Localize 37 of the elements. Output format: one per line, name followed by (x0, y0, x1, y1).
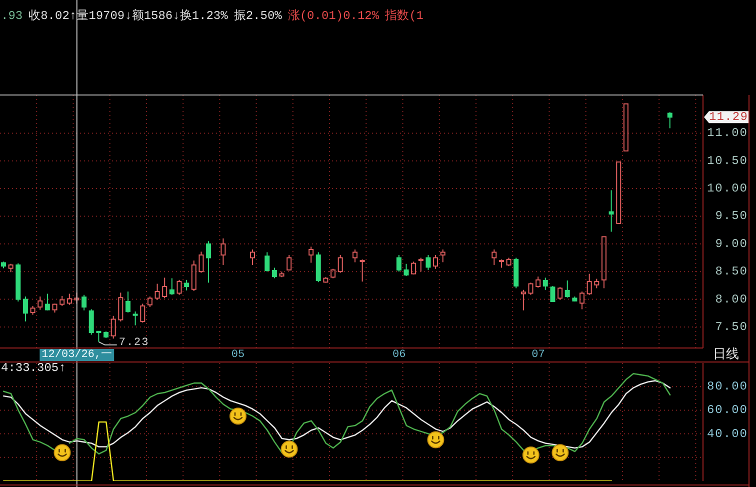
candlestick (96, 330, 102, 342)
y-tick-label: 9.50 (715, 209, 748, 224)
y-tick-label: 11.00 (706, 126, 748, 140)
point (522, 446, 540, 464)
annotation: 7.23 (118, 336, 150, 349)
y-tick-label: 80.00 (706, 380, 748, 394)
candlestick (433, 254, 438, 270)
point (229, 408, 246, 425)
candlestick (169, 278, 174, 296)
candlestick (601, 236, 606, 289)
candlestick (616, 161, 622, 224)
point (427, 431, 444, 448)
candlestick (426, 254, 431, 270)
y-tick-label: 40.00 (706, 426, 748, 441)
y-tick-label: 7.50 (715, 320, 748, 334)
y-tick-label: 10.00 (706, 182, 748, 196)
point (552, 444, 569, 462)
candlestick (206, 240, 212, 284)
candlestick (608, 190, 614, 232)
candlestick (667, 112, 672, 129)
y-tick-label: 10.50 (706, 154, 748, 168)
candlestick (308, 246, 314, 264)
y-tick-label: 60.00 (706, 403, 748, 418)
y-tick-label: 11.29 (708, 110, 748, 124)
y-tick-label: 9.00 (715, 236, 748, 251)
y-tick-label: 8.50 (715, 264, 748, 279)
candlestick (586, 273, 592, 296)
y-tick-label: 8.00 (715, 292, 748, 306)
point (54, 444, 71, 462)
candlestick (623, 103, 628, 152)
x-axis-title: 日线 (713, 347, 739, 362)
chart-title: 4:33.305↑ (1, 361, 66, 375)
x-tick-label: 07 (532, 349, 545, 361)
x-tick-label: 06 (392, 349, 406, 361)
x-tick-label: 05 (231, 349, 245, 361)
candlestick (22, 296, 28, 322)
candlestick (220, 238, 226, 266)
